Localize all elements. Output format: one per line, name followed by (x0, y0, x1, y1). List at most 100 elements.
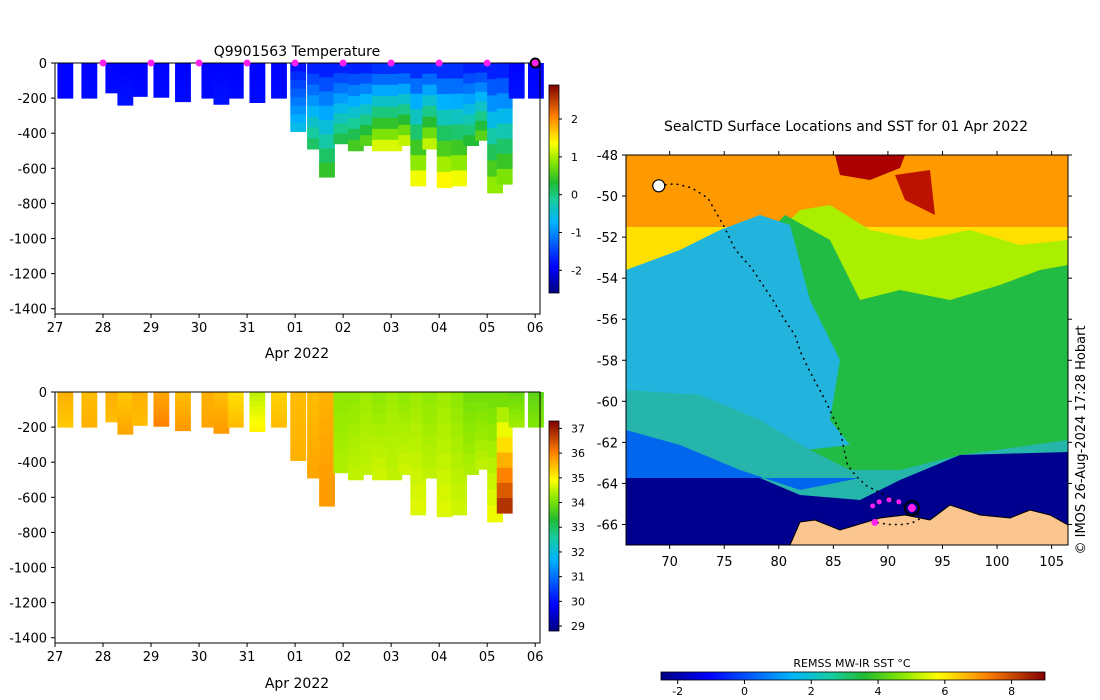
y-tick-label: -1000 (9, 233, 47, 248)
profile-cell (436, 407, 453, 424)
profile-cell (410, 139, 427, 156)
profile-cell (271, 418, 287, 424)
sst-colorbar-label: REMSS MW-IR SST °C (793, 657, 911, 670)
profile-cell (508, 400, 525, 406)
profile-cell (271, 80, 287, 86)
profile-cell (201, 76, 218, 82)
profile-cell (371, 435, 388, 448)
x-tick-label: 31 (239, 650, 256, 665)
profile-cell (333, 73, 350, 84)
profile-column (371, 392, 388, 481)
profile-cell (81, 413, 98, 419)
cb-tick-label: 0 (571, 189, 578, 202)
profile-cell (131, 75, 148, 81)
profile-cell (105, 392, 122, 397)
y-tick-label: -1200 (9, 597, 47, 612)
profile-cell (422, 424, 439, 436)
y-tick-label: -1200 (9, 268, 47, 283)
profile-cell (422, 84, 439, 96)
profile-cell (527, 409, 544, 415)
profile-cell (422, 392, 439, 404)
profile-cell (175, 396, 191, 403)
profile-cell (398, 114, 415, 126)
profile-cell (398, 433, 415, 445)
profile-column (422, 63, 439, 150)
profile-cell (475, 392, 492, 403)
profile-cell (527, 80, 544, 86)
profile-cell (213, 83, 230, 90)
profile-cell (153, 84, 170, 90)
profile-cell (271, 405, 287, 411)
profile-cell (398, 412, 415, 424)
profile-cell (153, 396, 170, 402)
profile-cell (347, 468, 364, 481)
profile-cell (307, 95, 323, 107)
profile-cell (153, 88, 170, 94)
profile-cell (213, 428, 230, 434)
profile-cell (307, 424, 323, 436)
profile-column (436, 63, 453, 189)
profile-cell (153, 421, 170, 427)
profile-cell (496, 93, 513, 109)
profile-cell (105, 89, 122, 94)
profile-cell (347, 128, 364, 141)
profile-cell (117, 78, 134, 85)
profile-cell (463, 114, 480, 126)
cb-tick-label: 2 (571, 113, 578, 126)
sst-marker (896, 499, 902, 505)
profile-cell (371, 106, 388, 119)
profile-cell (398, 453, 415, 465)
salinity-colorbar-ticks: 37 36 35 34 33 32 31 30 29 (559, 422, 585, 633)
profile-cell (105, 66, 122, 71)
profile-cell (81, 71, 98, 77)
profile-cell (81, 67, 98, 73)
profile-cell (307, 445, 323, 458)
profile-cell (398, 443, 415, 455)
profile-cell (117, 63, 134, 69)
profile-cell (271, 409, 287, 415)
profile-cell (290, 426, 307, 436)
profile-cell (347, 73, 364, 86)
map-y-tick-label: -66 (597, 518, 618, 533)
profile-cell (131, 412, 148, 418)
profile-cell (359, 114, 376, 126)
sst-marker (876, 499, 882, 505)
profile-cell (359, 422, 376, 434)
profile-cell (436, 469, 453, 486)
profile-column (333, 63, 350, 145)
profile-cell (131, 396, 148, 401)
profile-cell (436, 501, 453, 518)
profile-column (463, 63, 480, 146)
cb-tick-label: 37 (571, 422, 585, 435)
profile-cell (386, 95, 403, 108)
profile-column (249, 63, 266, 103)
sst-cb-tick-label: 8 (1008, 685, 1015, 698)
profile-cell (422, 73, 439, 86)
x-tick-label: 06 (527, 650, 544, 665)
profile-cell (249, 87, 266, 94)
profile-column (131, 392, 148, 426)
profile-cell (451, 155, 468, 172)
profile-cell (117, 73, 134, 80)
profile-cell (436, 438, 453, 455)
salinity-section-panel: 0-200-400-600-800-1000-1200-1400 27 28 29 3… (9, 386, 585, 692)
profile-cell (153, 392, 170, 397)
profile-cell (57, 413, 74, 419)
profile-cell (319, 120, 335, 135)
profile-cell (319, 148, 335, 164)
map-title: SealCTD Surface Locations and SST for 01… (664, 119, 1028, 135)
profile-cell (333, 412, 350, 423)
map-x-tick-label: 70 (661, 555, 678, 570)
profile-cell (475, 420, 492, 432)
profile-cell (213, 73, 230, 79)
profile-cell (153, 404, 170, 410)
y-tick-label: -800 (17, 526, 47, 541)
profile-cell (359, 443, 376, 455)
profile-cell (496, 452, 513, 469)
x-tick-label: 03 (383, 650, 400, 665)
profile-cell (371, 392, 388, 404)
profile-cell (436, 63, 453, 80)
profile-cell (398, 93, 415, 105)
profile-cell (153, 413, 170, 419)
profile-cell (527, 93, 544, 99)
